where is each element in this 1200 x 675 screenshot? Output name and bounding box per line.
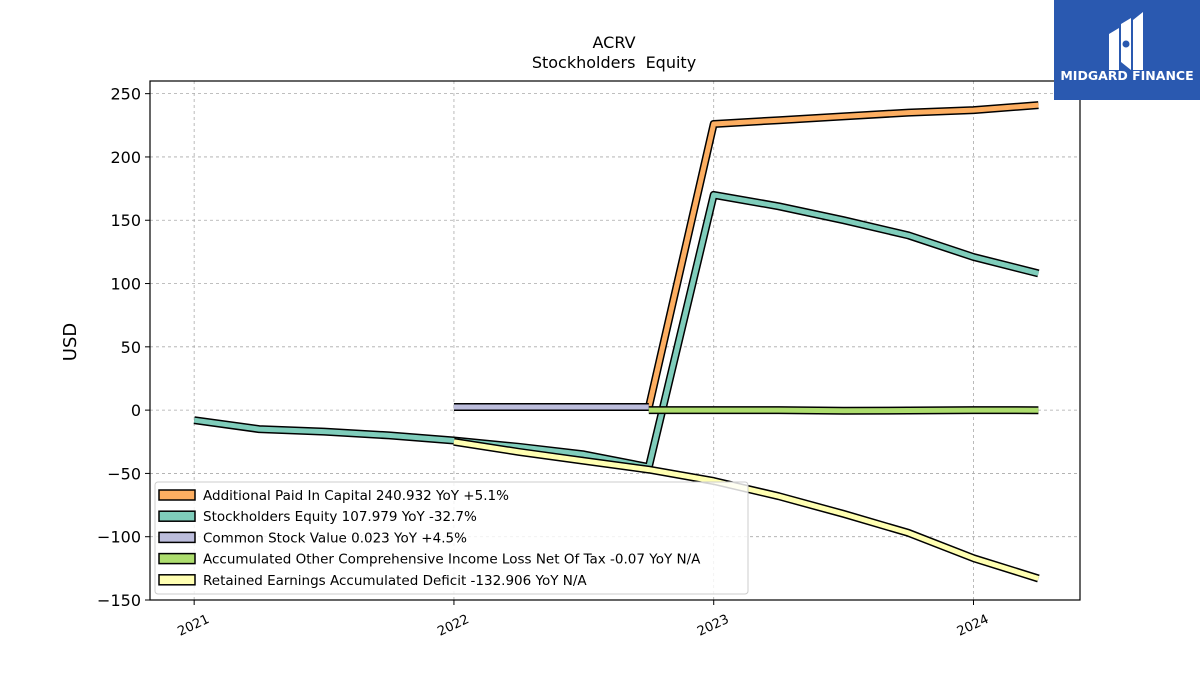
legend-swatch <box>158 552 196 565</box>
chart-subtitle: Stockholders Equity <box>532 53 696 72</box>
logo: MIDGARD FINANCE <box>1054 0 1200 100</box>
legend: Additional Paid In Capital 240.932 YoY +… <box>154 481 749 595</box>
series-line <box>646 102 1039 409</box>
y-tick-label: 250 <box>110 85 141 104</box>
x-tick-label: 2024 <box>955 612 991 640</box>
legend-swatch <box>158 489 196 501</box>
legend-label: Additional Paid In Capital 240.932 YoY +… <box>203 488 509 504</box>
legend-swatch <box>158 574 196 586</box>
series-line <box>193 192 1040 470</box>
chart-title: ACRV <box>592 33 635 52</box>
y-tick-label: 150 <box>110 211 141 230</box>
series-stockholders-equity <box>193 190 1040 472</box>
y-axis-label: USD <box>60 323 81 361</box>
legend-label: Stockholders Equity 107.979 YoY -32.7% <box>203 509 477 525</box>
legend-frame <box>154 481 749 595</box>
series-accumulated-other-comprehensive-income-loss-net-of-tax <box>648 406 1039 415</box>
plot-series <box>193 101 1040 583</box>
plot-frame <box>149 80 1081 601</box>
x-tick-label: 2023 <box>695 612 731 640</box>
legend-swatch <box>158 531 196 544</box>
legend-label: Accumulated Other Comprehensive Income L… <box>203 552 701 568</box>
y-tick-label: 0 <box>131 401 141 420</box>
x-tick-label: 2021 <box>176 612 212 640</box>
midgard-logo-icon <box>1109 12 1143 70</box>
y-tick-label: 200 <box>110 148 141 167</box>
x-axis-ticks: 2021 2022 2023 2024 <box>176 600 991 640</box>
y-tick-label: 100 <box>110 275 141 294</box>
legend-swatch <box>158 510 196 522</box>
y-tick-label: 50 <box>121 338 141 357</box>
legend-label: Common Stock Value 0.023 YoY +4.5% <box>203 530 467 546</box>
y-tick-label: −150 <box>97 591 141 610</box>
legend-label: Retained Earnings Accumulated Deficit -1… <box>203 573 587 589</box>
series-additional-paid-in-capital <box>644 101 1039 409</box>
x-tick-label: 2022 <box>435 612 471 640</box>
logo-text: MIDGARD FINANCE <box>1060 68 1193 83</box>
series-line <box>648 407 1039 414</box>
y-axis-ticks: 250 200 150 100 50 0 −50 −100 −150 <box>97 85 150 610</box>
y-tick-label: −100 <box>97 528 141 547</box>
y-tick-label: −50 <box>107 464 141 483</box>
